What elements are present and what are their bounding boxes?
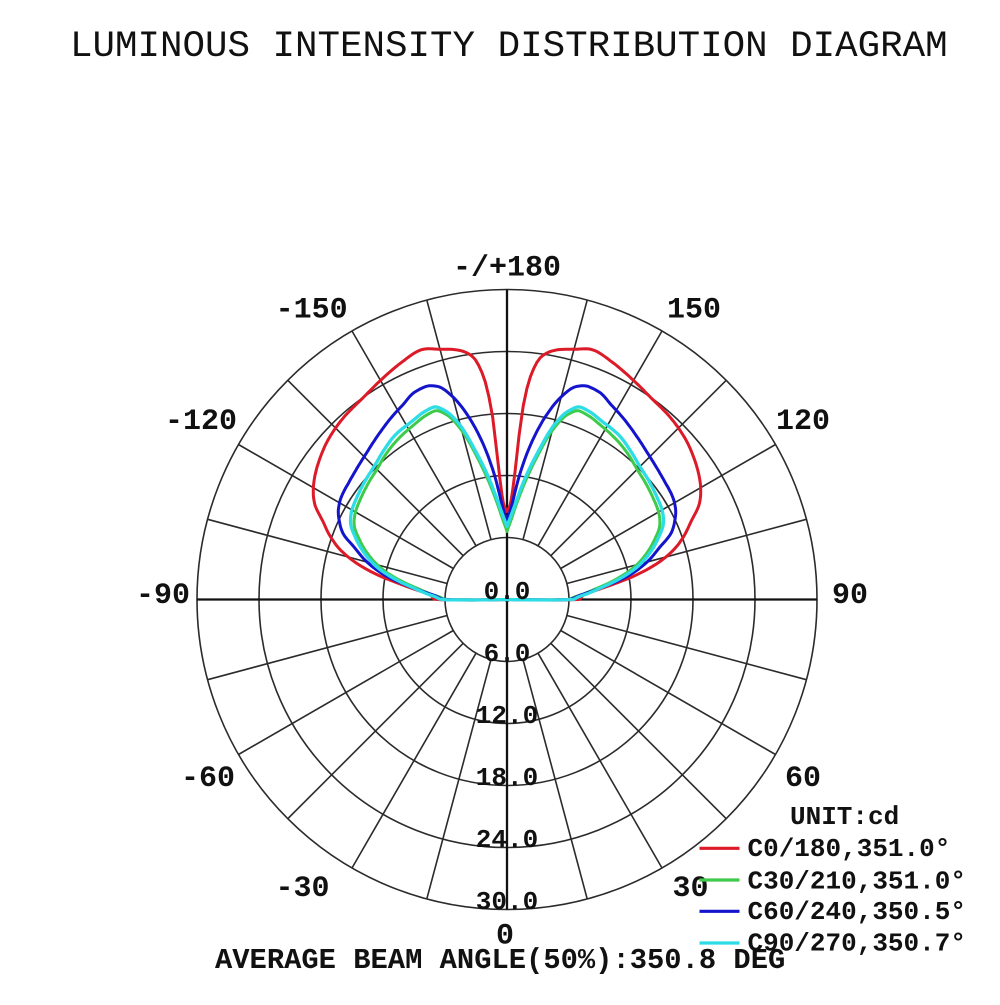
svg-text:AVERAGE BEAM ANGLE(50%):350.8: AVERAGE BEAM ANGLE(50%):350.8 DEG (215, 944, 785, 977)
svg-text:-30: -30 (275, 872, 329, 906)
svg-text:18.0: 18.0 (476, 763, 538, 793)
svg-text:60: 60 (785, 762, 821, 796)
svg-text:24.0: 24.0 (476, 825, 538, 855)
svg-text:150: 150 (667, 294, 721, 328)
svg-text:C0/180,351.0°: C0/180,351.0° (748, 834, 951, 864)
svg-text:30.0: 30.0 (476, 887, 538, 917)
svg-text:UNIT:cd: UNIT:cd (790, 802, 899, 832)
svg-text:0.0: 0.0 (484, 577, 531, 607)
svg-text:C90/270,350.7°: C90/270,350.7° (748, 929, 966, 959)
svg-text:-60: -60 (181, 762, 235, 796)
svg-text:6.0: 6.0 (484, 639, 531, 669)
svg-text:-/+180: -/+180 (453, 252, 561, 286)
svg-text:0: 0 (496, 920, 514, 954)
svg-text:120: 120 (776, 405, 830, 439)
svg-text:30: 30 (672, 872, 708, 906)
svg-text:LUMINOUS INTENSITY DISTRIBUTIO: LUMINOUS INTENSITY DISTRIBUTION DIAGRAM (70, 26, 948, 68)
svg-text:90: 90 (832, 579, 868, 613)
svg-text:-120: -120 (165, 405, 237, 439)
svg-text:-150: -150 (276, 294, 348, 328)
svg-text:12.0: 12.0 (476, 701, 538, 731)
svg-text:C60/240,350.5°: C60/240,350.5° (748, 897, 966, 927)
svg-text:C30/210,351.0°: C30/210,351.0° (748, 867, 966, 897)
svg-text:-90: -90 (136, 579, 190, 613)
